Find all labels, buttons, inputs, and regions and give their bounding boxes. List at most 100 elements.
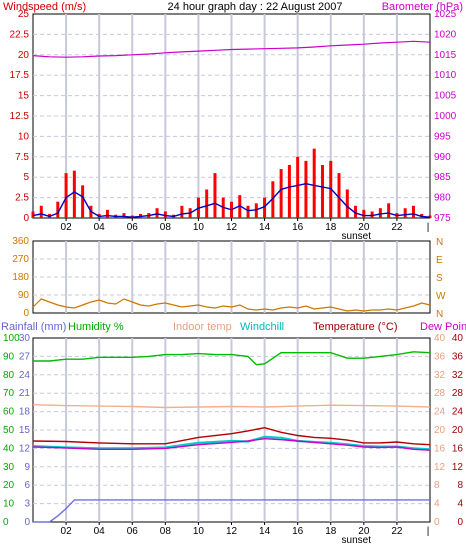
humidity-line	[33, 351, 431, 366]
barometer-line	[32, 40, 431, 58]
temp-tick-label-b: 0	[457, 517, 463, 528]
p3-xtick-label: 18	[325, 526, 337, 537]
p1-xtick-label: 02	[61, 222, 73, 233]
rain-tick-label: 18	[19, 407, 31, 418]
p1-xtick-label: 22	[391, 222, 403, 233]
compass-label: N	[436, 237, 443, 248]
rain-tick-label: 3	[24, 499, 30, 510]
temp-tick-label-b: 28	[452, 388, 464, 399]
indoor-temp-line	[32, 404, 431, 409]
rain-tick-label: 30	[19, 333, 31, 344]
wind-gust-bar	[378, 208, 382, 218]
temp-tick-label-b: 16	[452, 443, 464, 454]
wind-gust-bar	[304, 160, 308, 218]
wind-gust-bar	[213, 173, 217, 218]
p1-xtick-end: |	[427, 222, 430, 233]
temp-tick-label-a: 32	[434, 370, 446, 381]
wind-direction-line	[32, 298, 431, 312]
p1-xtick-label: 14	[259, 222, 271, 233]
wind-tick-label: 12.5	[10, 111, 30, 122]
wind-tick-label: 10	[18, 131, 30, 142]
temp-tick-label-b: 8	[457, 480, 463, 491]
legend-humidity: Humidity %	[68, 321, 124, 333]
p3-xtick-label: 14	[259, 526, 271, 537]
wind-gust-bar	[31, 211, 35, 218]
barometer-tick-label: 1020	[434, 29, 457, 40]
rain-tick-label: 6	[24, 480, 30, 491]
p3-xtick-label: 20	[358, 526, 370, 537]
p1-xtick-label: 16	[292, 222, 304, 233]
wind-gust-bar	[271, 181, 275, 218]
wind-gust-bar	[105, 209, 109, 218]
temp-tick-label-a: 12	[434, 462, 446, 473]
wind-gust-bar	[263, 197, 267, 218]
temp-tick-label-b: 12	[452, 462, 464, 473]
wind-tick-label: 17.5	[10, 70, 30, 81]
compass-label: W	[436, 291, 446, 302]
humidity-tick-label: 90	[3, 351, 15, 362]
rain-tick-label: 24	[19, 370, 31, 381]
wind-gust-bar	[72, 170, 76, 218]
rain-humidity-temp-panel: 0102030405060708090100036912151821242730…	[3, 333, 463, 546]
direction-tick-label: 270	[12, 254, 29, 265]
wind-average-line	[32, 182, 431, 218]
humidity-tick-label: 80	[3, 370, 15, 381]
wind-gust-bar	[337, 173, 341, 218]
wind-gust-bar	[320, 164, 324, 218]
humidity-tick-label: 30	[3, 462, 15, 473]
wind-gust-bar	[205, 189, 209, 218]
barometer-tick-label: 1010	[434, 70, 457, 81]
p1-xtick-label: 06	[127, 222, 139, 233]
rain-tick-label: 12	[19, 443, 31, 454]
wind-gust-bar	[155, 208, 159, 218]
p1-xtick-label: 20	[358, 222, 370, 233]
wind-gust-bar	[246, 205, 250, 218]
p1-sunset-label: sunset	[342, 231, 372, 242]
humidity-tick-label: 40	[3, 443, 15, 454]
wind-gust-bar	[296, 156, 300, 218]
barometer-tick-label: 975	[434, 213, 451, 224]
humidity-tick-label: 10	[3, 499, 15, 510]
wind-tick-label: 5	[23, 172, 29, 183]
direction-tick-label: 180	[12, 272, 29, 283]
wind-gust-bar	[39, 205, 43, 218]
barometer-tick-label: 1015	[434, 50, 457, 61]
graph-title: 24 hour graph day : 22 August 2007	[168, 1, 343, 13]
humidity-tick-label: 50	[3, 425, 15, 436]
legend-temperature: Temperature (°C)	[313, 321, 397, 333]
barometer-axis-title: Barometer (hPa)	[382, 1, 463, 13]
wind-tick-label: 20	[18, 50, 30, 61]
wind-gust-bar	[163, 211, 167, 218]
humidity-tick-label: 100	[3, 333, 20, 344]
rain-tick-label: 27	[19, 351, 31, 362]
barometer-tick-label: 1005	[434, 91, 457, 102]
wind-gust-bar	[362, 209, 366, 218]
wind-gust-bar	[287, 164, 291, 218]
p3-xtick-end: |	[427, 526, 430, 537]
temp-tick-label-b: 40	[452, 333, 464, 344]
barometer-tick-label: 985	[434, 172, 451, 183]
direction-tick-label: 90	[18, 290, 30, 301]
p3-xtick-label: 12	[226, 526, 238, 537]
p1-xtick-label: 04	[94, 222, 106, 233]
windchill-line	[32, 435, 431, 451]
p3-xtick-label: 02	[61, 526, 73, 537]
temperature-line	[32, 426, 431, 446]
wind-gust-bar	[411, 205, 415, 218]
humidity-tick-label: 20	[3, 480, 15, 491]
temp-tick-label-a: 28	[434, 388, 446, 399]
temp-tick-label-b: 24	[452, 407, 464, 418]
temp-tick-label-a: 8	[434, 480, 440, 491]
temp-tick-label-b: 36	[452, 351, 464, 362]
wind-gust-bar	[403, 208, 407, 218]
legend-rainfall: Rainfall (mm)	[1, 321, 66, 333]
barometer-tick-label: 980	[434, 193, 451, 204]
temp-tick-label-a: 16	[434, 443, 446, 454]
rainfall-line	[33, 499, 430, 523]
p3-xtick-label: 04	[94, 526, 106, 537]
p3-xtick-label: 16	[292, 526, 304, 537]
p3-xtick-label: 22	[391, 526, 403, 537]
temp-tick-label-b: 20	[452, 425, 464, 436]
barometer-tick-label: 995	[434, 131, 451, 142]
